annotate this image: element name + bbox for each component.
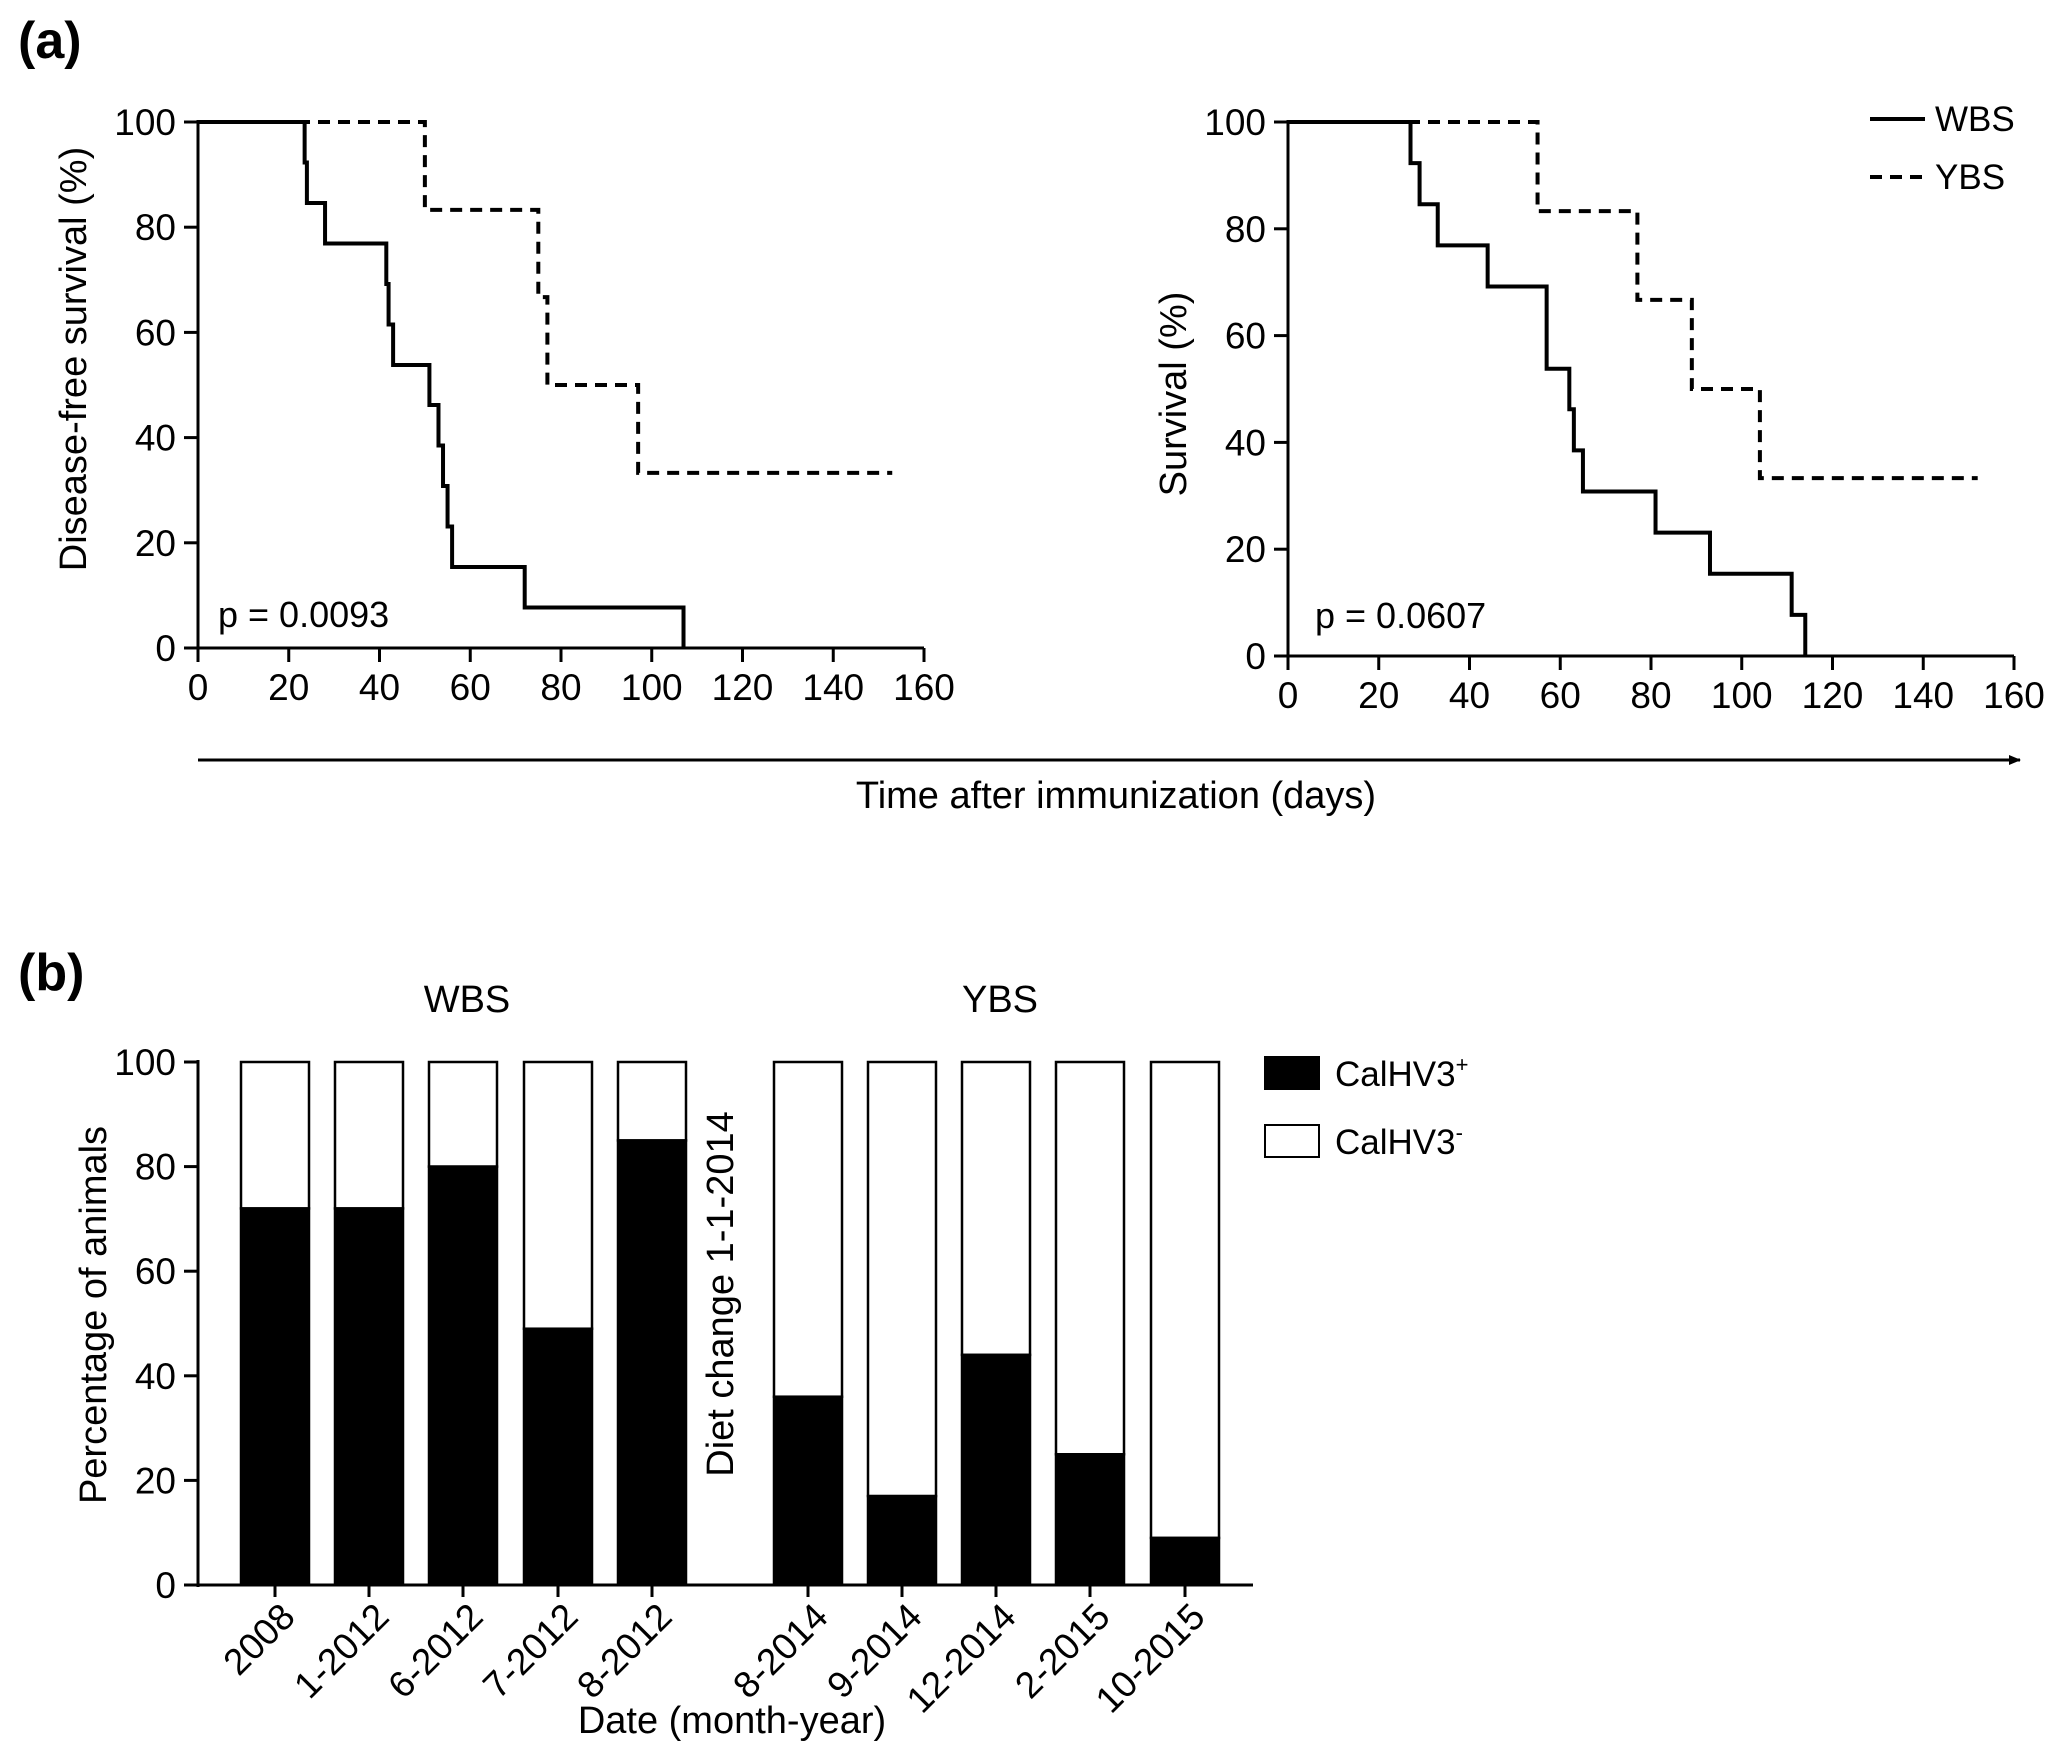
bar-positive-10-2015 [1149, 1536, 1221, 1587]
diet-change-annotation: Diet change 1-1-2014 [700, 1111, 742, 1476]
y-tick-label-b: 0 [155, 1565, 176, 1606]
survival-plot: Survival (%) p = 0.0607 0 20 40 60 80 100 0 20 4… [1153, 102, 2045, 716]
x-tick-label-a2: 40 [1449, 675, 1490, 716]
x-tick-label-a1: 140 [802, 667, 864, 708]
y-tick-label-a2: 40 [1225, 422, 1266, 463]
x-tick-label-a1: 120 [712, 667, 774, 708]
y-tick-label-a1: 20 [135, 523, 176, 564]
y-tick-label-a2: 20 [1225, 529, 1266, 570]
bar-negative-9-2014 [866, 1060, 938, 1498]
x-tick-label-8-2014: 8-2014 [725, 1596, 835, 1706]
km-curve-wbs-a1 [198, 120, 686, 648]
y-tick-label-a2: 60 [1225, 316, 1266, 357]
x-tick-label-a2: 120 [1802, 675, 1864, 716]
y-tick-label-a1: 40 [135, 418, 176, 459]
legend-negative-swatch [1264, 1124, 1320, 1158]
group-title-ybs: YBS [962, 979, 1038, 1021]
bar-positive-6-2012 [427, 1165, 499, 1587]
bar-positive-2008 [239, 1207, 311, 1587]
bar-negative-2008 [239, 1060, 311, 1210]
bar-negative-8-2014 [772, 1060, 844, 1398]
legend-wbs-label: WBS [1935, 100, 2015, 139]
bar-negative-7-2012 [522, 1060, 594, 1330]
x-tick-label-6-2012: 6-2012 [380, 1596, 490, 1706]
disease-free-survival-plot: Disease-free survival (%) p = 0.0093 0 20… [53, 102, 955, 708]
bar-positive-7-2012 [522, 1327, 594, 1587]
x-tick-label-7-2012: 7-2012 [475, 1596, 585, 1706]
legend-positive-swatch [1264, 1056, 1320, 1090]
x-tick-label-a2: 100 [1711, 675, 1773, 716]
bar-positive-8-2012 [616, 1139, 688, 1587]
bar-positive-9-2014 [866, 1494, 938, 1587]
y-tick-label-a2: 100 [1204, 102, 1266, 143]
bar-negative-2-2015 [1054, 1060, 1126, 1456]
km-curve-wbs-a2 [1288, 120, 1808, 656]
y-tick-label-b: 100 [114, 1042, 176, 1083]
y-tick-label-a2: 80 [1225, 209, 1266, 250]
x-tick-label-a2: 160 [1983, 675, 2045, 716]
bar-negative-8-2012 [616, 1060, 688, 1142]
x-tick-label-a1: 20 [268, 667, 309, 708]
legend-positive-label: CalHV3+ [1335, 1052, 1468, 1094]
x-tick-label-a1: 80 [540, 667, 581, 708]
bar-positive-12-2014 [960, 1353, 1032, 1587]
legend-survival: WBS YBS [1870, 100, 2015, 197]
shared-xlabel: Time after immunization (days) [856, 775, 1376, 817]
x-tick-label-a1: 100 [621, 667, 683, 708]
x-tick-label-2008: 2008 [215, 1596, 302, 1683]
km-curve-ybs-a2 [1288, 120, 1978, 481]
x-tick-label-a1: 60 [450, 667, 491, 708]
x-tick-label-8-2012: 8-2012 [569, 1596, 679, 1706]
y-tick-label-a1: 100 [114, 102, 176, 143]
x-tick-label-a2: 0 [1278, 675, 1299, 716]
bar-negative-12-2014 [960, 1060, 1032, 1357]
y-tick-label-b: 60 [135, 1251, 176, 1292]
legend-negative-label: CalHV3- [1335, 1120, 1463, 1162]
legend-ybs-label: YBS [1935, 158, 2005, 197]
xlabel-date: Date (month-year) [578, 1700, 886, 1742]
x-tick-label-a2: 140 [1892, 675, 1954, 716]
bar-negative-1-2012 [333, 1060, 405, 1210]
p-value-annotation-a2: p = 0.0607 [1315, 595, 1486, 636]
bar-negative-10-2015 [1149, 1060, 1221, 1540]
x-tick-label-a2: 80 [1630, 675, 1671, 716]
km-curve-ybs-a1 [198, 120, 893, 475]
y-tick-label-a1: 0 [155, 628, 176, 669]
bar-positive-2-2015 [1054, 1453, 1126, 1587]
p-value-annotation-a1: p = 0.0093 [218, 594, 389, 635]
bar-negative-6-2012 [427, 1060, 499, 1168]
bar-positive-8-2014 [772, 1395, 844, 1587]
y-tick-label-a2: 0 [1245, 636, 1266, 677]
x-tick-label-1-2012: 1-2012 [286, 1596, 396, 1706]
y-tick-label-b: 80 [135, 1147, 176, 1188]
x-tick-label-a1: 0 [188, 667, 209, 708]
x-tick-label-a2: 60 [1540, 675, 1581, 716]
x-tick-label-a2: 20 [1358, 675, 1399, 716]
panel-b-label: (b) [18, 944, 84, 1002]
y-tick-label-a1: 60 [135, 312, 176, 353]
x-tick-label-a1: 160 [893, 667, 955, 708]
y-tick-label-a1: 80 [135, 207, 176, 248]
panel-a-label: (a) [18, 12, 82, 70]
ylabel-percentage: Percentage of animals [73, 1126, 115, 1504]
ylabel-disease-free: Disease-free survival (%) [53, 147, 95, 571]
x-tick-label-a1: 40 [359, 667, 400, 708]
calhv3-bar-chart: Percentage of animals WBS YBS Diet chang… [73, 979, 1253, 1742]
group-title-wbs: WBS [424, 979, 511, 1021]
y-tick-label-b: 20 [135, 1460, 176, 1501]
bar-positive-1-2012 [333, 1207, 405, 1587]
y-tick-label-b: 40 [135, 1356, 176, 1397]
ylabel-survival: Survival (%) [1153, 292, 1195, 497]
legend-calhv3: CalHV3+ CalHV3- [1264, 1052, 1468, 1162]
